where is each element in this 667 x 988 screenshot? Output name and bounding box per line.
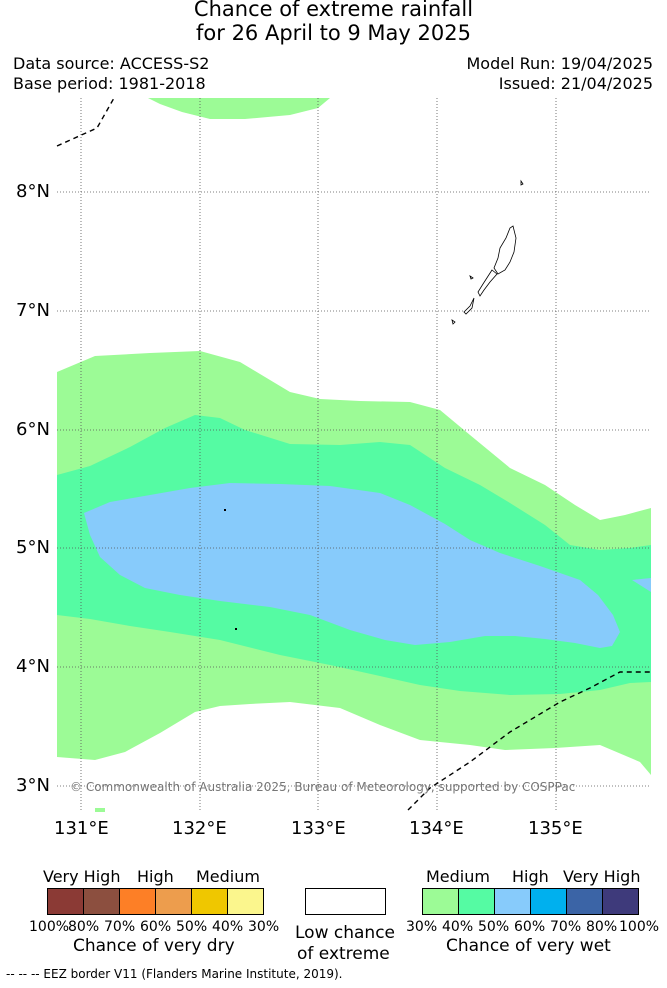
wet-pct-80: 80%	[586, 919, 618, 935]
dry-pct-80: 80%	[68, 919, 100, 935]
dry-swatch-1	[48, 889, 84, 914]
dry-colorbar	[47, 888, 264, 915]
eez-footer-note: -- -- -- EEZ border V11 (Flanders Marine…	[6, 967, 343, 981]
copyright-text: © Commonwealth of Australia 2025, Bureau…	[70, 780, 575, 794]
contour-wet-50-60-east	[632, 578, 651, 592]
wet-swatch-5	[567, 889, 603, 914]
contour-wet-50-60	[84, 483, 620, 648]
data-source-label: Data source: ACCESS-S2	[13, 54, 210, 73]
map-title-line2: for 26 April to 9 May 2025	[196, 21, 471, 45]
dry-pct-30: 30%	[248, 919, 280, 935]
palau-islands	[451, 179, 524, 325]
dry-swatch-6	[228, 889, 263, 914]
lon-label-135e: 135°E	[528, 818, 583, 839]
wet-pct-70: 70%	[550, 919, 582, 935]
lat-label-7n: 7°N	[16, 300, 50, 321]
dry-pct-70: 70%	[104, 919, 136, 935]
wet-caption: Chance of very wet	[446, 936, 611, 956]
dry-header-medium: Medium	[196, 867, 260, 886]
wet-swatch-2	[459, 889, 495, 914]
lat-label-6n: 6°N	[16, 419, 50, 440]
contour-wet-30-40-speck	[95, 808, 105, 812]
wet-pct-30: 30%	[406, 919, 438, 935]
lat-label-4n: 4°N	[16, 656, 50, 677]
wet-header-very-high: Very High	[563, 867, 641, 886]
wet-colorbar	[422, 888, 639, 915]
low-chance-swatch	[305, 888, 386, 915]
wet-pct-50: 50%	[478, 919, 510, 935]
dry-swatch-4	[156, 889, 192, 914]
graticule	[57, 98, 651, 810]
model-run-label: Model Run: 19/04/2025	[466, 54, 654, 73]
dry-pct-50: 50%	[176, 919, 208, 935]
map-title-line1: Chance of extreme rainfall	[193, 0, 474, 21]
wet-pct-60: 60%	[514, 919, 546, 935]
dry-pct-100: 100%	[29, 919, 70, 935]
low-chance-caption-line1: Low chance	[295, 923, 395, 943]
lat-label-5n: 5°N	[16, 537, 50, 558]
wet-header-medium: Medium	[426, 867, 490, 886]
contour-fills	[57, 98, 651, 812]
lon-label-134e: 134°E	[409, 818, 464, 839]
dry-swatch-2	[84, 889, 120, 914]
low-chance-caption-line2: of extreme	[297, 944, 390, 964]
wet-swatch-3	[495, 889, 531, 914]
wet-header-high: High	[512, 867, 549, 886]
dry-pct-60: 60%	[140, 919, 172, 935]
wet-swatch-4	[531, 889, 567, 914]
wet-swatch-1	[423, 889, 459, 914]
wet-pct-100: 100%	[619, 919, 660, 935]
base-period-label: Base period: 1981-2018	[13, 74, 206, 93]
dry-pct-40: 40%	[212, 919, 244, 935]
dry-header-very-high: Very High	[43, 867, 121, 886]
dry-header-high: High	[137, 867, 174, 886]
small-atolls	[224, 509, 237, 630]
lat-label-3n: 3°N	[16, 775, 50, 796]
lat-label-8n: 8°N	[16, 181, 50, 202]
wet-pct-40: 40%	[442, 919, 474, 935]
dry-swatch-3	[120, 889, 156, 914]
lon-label-133e: 133°E	[291, 818, 346, 839]
eez-border	[56, 97, 651, 811]
dry-swatch-5	[192, 889, 228, 914]
issued-label: Issued: 21/04/2025	[498, 74, 653, 93]
lon-label-131e: 131°E	[54, 818, 109, 839]
wet-swatch-6	[603, 889, 638, 914]
dry-caption: Chance of very dry	[73, 936, 235, 956]
lon-label-132e: 132°E	[172, 818, 227, 839]
contour-wet-30-40-north	[148, 98, 330, 119]
